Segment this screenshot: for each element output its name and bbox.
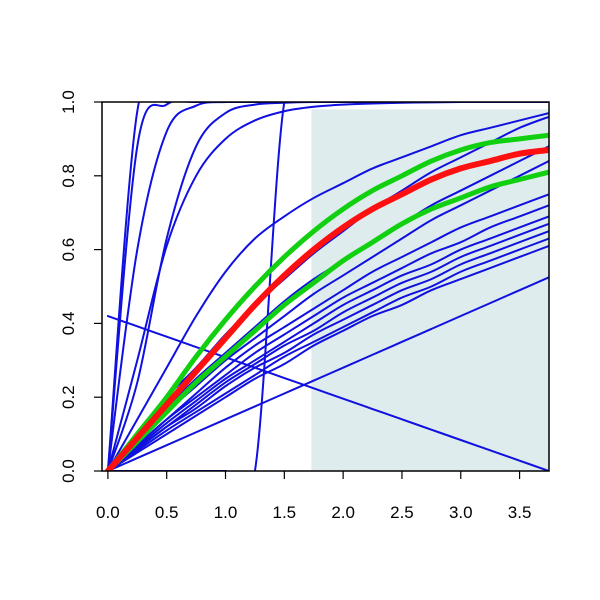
plot-frame bbox=[101, 101, 550, 472]
series-bound-21 bbox=[105, 169, 549, 471]
series-bound-19 bbox=[105, 132, 549, 471]
series-curve-1 bbox=[106, 102, 549, 471]
y-tick-label: 0.0 bbox=[59, 459, 78, 483]
series-curve-3 bbox=[106, 102, 549, 471]
series-curve-11 bbox=[106, 215, 549, 471]
y-tick-label: 0.4 bbox=[59, 312, 78, 336]
y-tick-label: 0.8 bbox=[59, 164, 78, 188]
series-curve-10 bbox=[106, 204, 549, 471]
series-curve-15 bbox=[106, 244, 549, 471]
axes-layer: 0.0 0.5 1.0 1.5 2.0 2.5 3.0 3.5 0.0 0.2 0.4 0.6 0.8 1… bbox=[59, 90, 550, 522]
series-highlight-20 bbox=[104, 146, 549, 471]
y-tick-label: 0.2 bbox=[59, 385, 78, 409]
curves-layer bbox=[104, 102, 549, 471]
x-tick-label: 2.0 bbox=[331, 503, 355, 522]
series-curve-5 bbox=[106, 115, 549, 471]
x-tick-label: 3.5 bbox=[508, 503, 532, 522]
x-tick-label: 3.0 bbox=[449, 503, 473, 522]
series-curve-16 bbox=[106, 276, 549, 471]
series-curve-17 bbox=[106, 315, 549, 471]
series-curve-9 bbox=[106, 193, 549, 471]
series-curve-2 bbox=[106, 102, 549, 471]
series-curve-13 bbox=[106, 230, 549, 471]
y-tick-label: 1.0 bbox=[59, 90, 78, 114]
series-curve-12 bbox=[106, 222, 549, 471]
x-tick-label: 0.0 bbox=[96, 503, 120, 522]
x-tick-label: 2.5 bbox=[390, 503, 414, 522]
x-tick-label: 1.0 bbox=[214, 503, 238, 522]
series-curve-14 bbox=[106, 237, 549, 471]
x-tick-label: 1.5 bbox=[273, 503, 297, 522]
x-tick-label: 0.5 bbox=[155, 503, 179, 522]
series-curve-4 bbox=[106, 102, 549, 471]
y-tick-label: 0.6 bbox=[59, 238, 78, 262]
